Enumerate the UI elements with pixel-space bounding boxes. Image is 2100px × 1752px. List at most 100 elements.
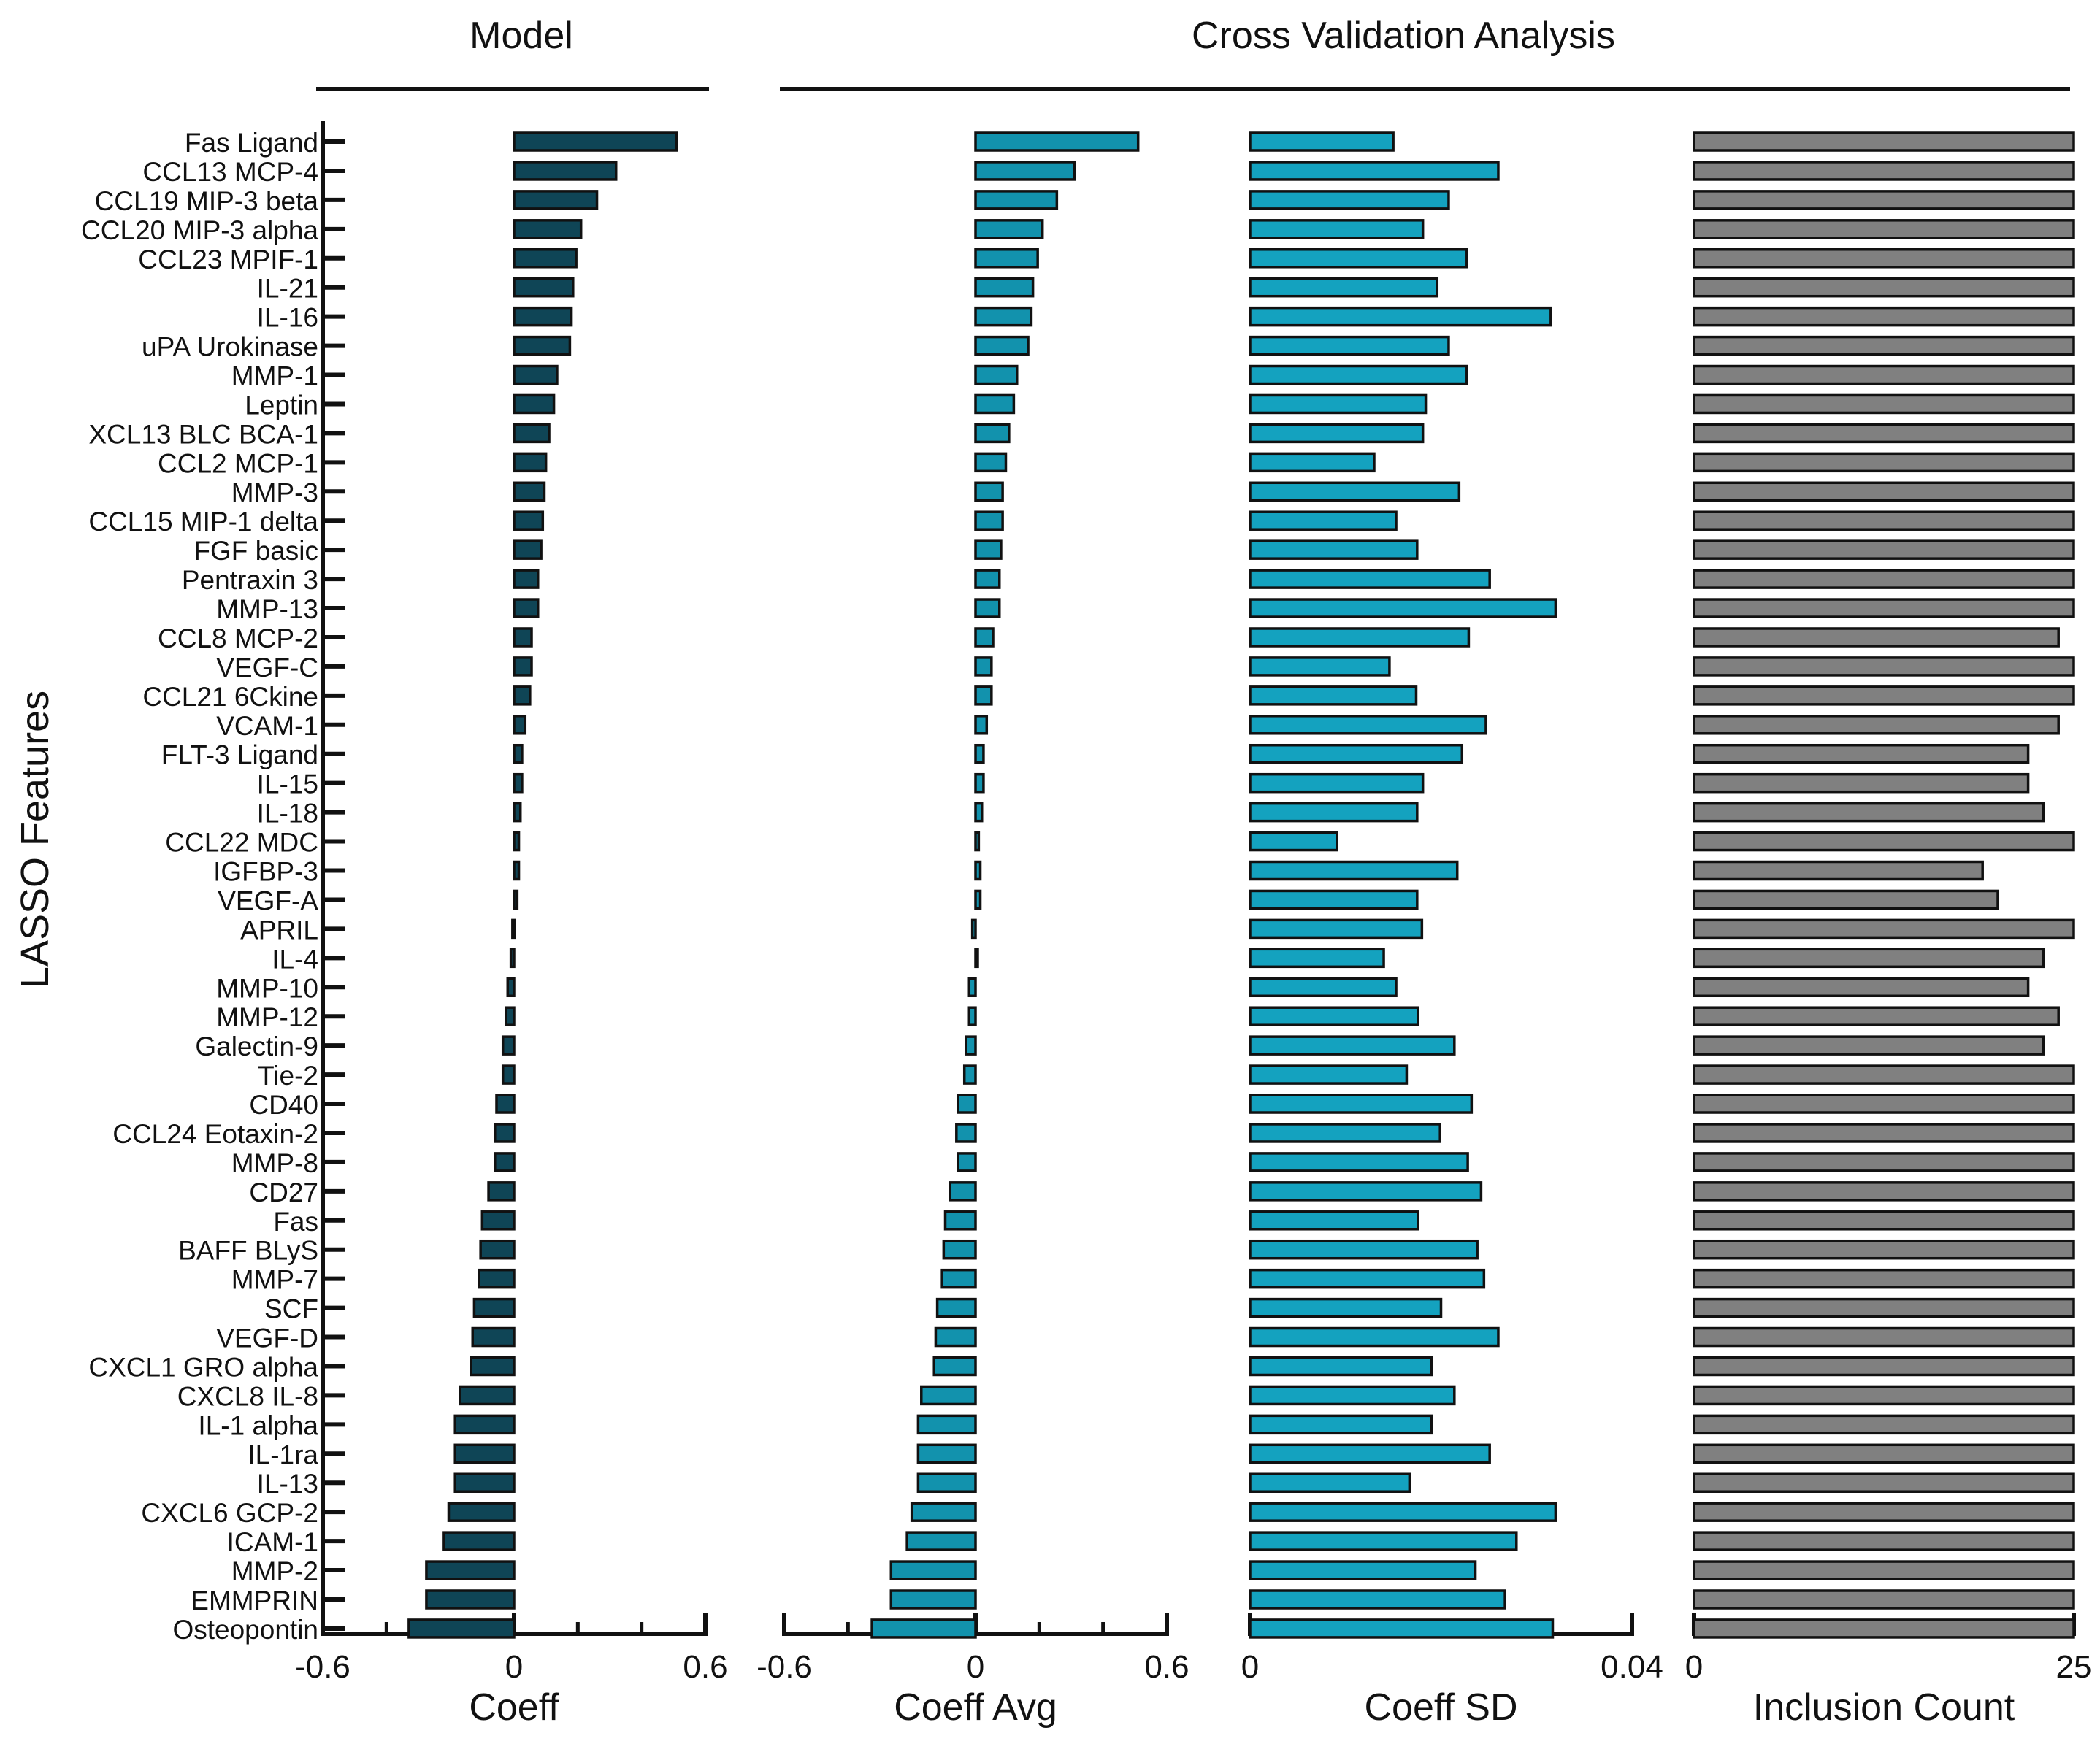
feature-label-vcam-1: VCAM-1 <box>216 711 318 741</box>
cv-coeff-avg-bar-igfbp-3 <box>974 860 982 881</box>
inclusion-count-bar-ccl8-mcp-2 <box>1693 627 2060 648</box>
model-coeff-bar-il-16 <box>513 306 573 327</box>
cv-coeff-avg-bar-fgf-basic <box>974 539 1003 560</box>
feature-label-emmprin: EMMPRIN <box>191 1586 318 1615</box>
cv-coeff-sd-bar-ccl2-mcp-1 <box>1249 452 1376 473</box>
model-coeff-bar-ccl23-mpif-1 <box>513 248 578 269</box>
cv-coeff-avg-bar-flt-3-ligand <box>974 743 985 764</box>
feature-label-fas: Fas <box>273 1207 318 1237</box>
feature-label-ccl22-mdc: CCL22 MDC <box>165 828 318 858</box>
model-coeff-bar-ccl20-mip-3-alpha <box>513 219 583 239</box>
cv-coeff-avg-bar-ccl8-mcp-2 <box>974 627 995 648</box>
inclusion-count-bar-ccl22-mdc <box>1693 831 2075 852</box>
cv-coeff-sd-bar-mmp-13 <box>1249 598 1557 618</box>
inclusion-count-bar-scf <box>1693 1297 2075 1318</box>
model-header: Model <box>470 15 573 57</box>
inclusion-count-bar-il-15 <box>1693 772 2030 794</box>
inclusion-count-bar-mmp-1 <box>1693 364 2075 385</box>
cv-coeff-avg-bar-il-15 <box>974 772 985 794</box>
cv-coeff-sd-bar-mmp-7 <box>1249 1268 1486 1289</box>
inclusion-count-bar-mmp-7 <box>1693 1268 2075 1289</box>
model-coeff-bar-cxcl6-gcp-2 <box>447 1502 516 1522</box>
cv-coeff-avg-bar-il-1ra <box>916 1443 977 1464</box>
inclusion-count-bar-mmp-13 <box>1693 598 2075 618</box>
model-coeff-bar-galectin-9 <box>501 1035 516 1056</box>
inclusion-count-bar-upa-urokinase <box>1693 335 2075 356</box>
cv-coeff-avg-bar-ccl19-mip-3-beta <box>974 190 1059 210</box>
cv-coeff-avg-bar-mmp-13 <box>974 598 1001 618</box>
cv-coeff-sd-tick-label: 0 <box>1241 1649 1259 1685</box>
cv-coeff-avg-bar-ccl24-eotaxin-2 <box>955 1123 977 1143</box>
inclusion-count-tick-label: 25 <box>2056 1649 2092 1685</box>
inclusion-count-bar-leptin <box>1693 393 2075 415</box>
cv-coeff-sd-bar-xcl13-blc-bca-1 <box>1249 423 1425 444</box>
feature-label-galectin-9: Galectin-9 <box>195 1031 318 1061</box>
cv-coeff-sd-bar-mmp-3 <box>1249 481 1461 502</box>
cv-coeff-sd-bar-il-16 <box>1249 306 1552 327</box>
cv-coeff-sd-bar-cd27 <box>1249 1181 1483 1202</box>
cv-coeff-sd-bar-ccl23-mpif-1 <box>1249 248 1468 269</box>
model-coeff-bar-osteopontin <box>407 1618 516 1639</box>
model-coeff-bar-vegf-c <box>513 656 533 677</box>
inclusion-count-bar-fas <box>1693 1210 2075 1231</box>
inclusion-count-bar-ccl2-mcp-1 <box>1693 452 2075 473</box>
feature-label-osteopontin: Osteopontin <box>172 1615 318 1645</box>
model-coeff-bar-mmp-3 <box>513 481 546 502</box>
cv-coeff-sd-bar-cxcl1-gro-alpha <box>1249 1356 1433 1377</box>
feature-label-cxcl8-il-8: CXCL8 IL-8 <box>177 1381 318 1411</box>
feature-label-mmp-12: MMP-12 <box>216 1002 318 1032</box>
model-coeff-bar-tie-2 <box>501 1064 516 1085</box>
cv-coeff-avg-bar-ccl15-mip-1-delta <box>974 510 1004 531</box>
cv-header: Cross Validation Analysis <box>1192 15 1615 57</box>
model-coeff-bar-ccl22-mdc <box>513 831 521 852</box>
feature-label-ccl15-mip-1-delta: CCL15 MIP-1 delta <box>88 507 318 537</box>
feature-label-upa-urokinase: uPA Urokinase <box>142 332 318 362</box>
cv-coeff-sd-bar-il-13 <box>1249 1472 1411 1493</box>
inclusion-count-bar-ccl19-mip-3-beta <box>1693 190 2075 210</box>
cv-coeff-avg-tick-label: 0 <box>967 1649 984 1685</box>
inclusion-count-bar-fas-ligand <box>1693 131 2075 152</box>
model-coeff-bar-il-13 <box>453 1472 516 1493</box>
feature-label-ccl20-mip-3-alpha: CCL20 MIP-3 alpha <box>81 215 318 245</box>
cv-coeff-sd-bar-ccl13-mcp-4 <box>1249 161 1500 181</box>
cv-coeff-sd-bar-osteopontin <box>1249 1618 1555 1639</box>
model-coeff-bar-cd40 <box>495 1094 516 1114</box>
inclusion-count-bar-cxcl6-gcp-2 <box>1693 1502 2075 1522</box>
cv-coeff-sd-bar-leptin <box>1249 393 1428 415</box>
inclusion-count-bar-april <box>1693 918 2075 940</box>
y-axis-label: LASSO Features <box>13 691 57 988</box>
model-coeff-bar-il-18 <box>513 802 522 823</box>
model-coeff-bar-ccl15-mip-1-delta <box>513 510 545 531</box>
inclusion-count-bar-cxcl1-gro-alpha <box>1693 1356 2075 1377</box>
inclusion-count-bar-pentraxin-3 <box>1693 569 2075 589</box>
cv-coeff-avg-bar-ccl2-mcp-1 <box>974 452 1008 473</box>
cv-coeff-sd-bar-icam-1 <box>1249 1531 1518 1551</box>
model-coeff-bar-mmp-12 <box>505 1006 516 1026</box>
inclusion-count-bar-il-1-alpha <box>1693 1414 2075 1435</box>
feature-label-fas-ligand: Fas Ligand <box>185 128 318 158</box>
cv-coeff-sd-bar-tie-2 <box>1249 1064 1409 1085</box>
inclusion-count-bar-vegf-d <box>1693 1326 2075 1348</box>
inclusion-count-bar-mmp-12 <box>1693 1006 2060 1026</box>
cv-coeff-avg-bar-pentraxin-3 <box>974 569 1001 589</box>
cv-coeff-avg-bar-il-18 <box>974 802 984 823</box>
model-coeff-bar-pentraxin-3 <box>513 569 540 589</box>
cv-coeff-avg-bar-fas-ligand <box>974 131 1140 152</box>
feature-label-il-16: IL-16 <box>257 303 318 333</box>
cv-coeff-avg-tick-label: 0.6 <box>1144 1649 1189 1685</box>
cv-coeff-avg-bar-vegf-d <box>934 1326 977 1348</box>
feature-label-ccl24-eotaxin-2: CCL24 Eotaxin-2 <box>112 1119 318 1149</box>
cv-coeff-avg-bar-vegf-c <box>974 656 993 677</box>
feature-label-mmp-10: MMP-10 <box>216 973 318 1003</box>
model-coeff-bar-igfbp-3 <box>513 860 521 881</box>
feature-label-ccl23-mpif-1: CCL23 MPIF-1 <box>138 245 318 274</box>
inclusion-count-bar-flt-3-ligand <box>1693 743 2030 764</box>
cv-coeff-avg-bar-ccl21-6ckine <box>974 685 993 706</box>
model-coeff-bar-ccl24-eotaxin-2 <box>494 1123 516 1143</box>
inclusion-count-bar-ccl13-mcp-4 <box>1693 161 2075 181</box>
cv-coeff-sd-bar-ccl24-eotaxin-2 <box>1249 1123 1441 1143</box>
cv-coeff-sd-bar-ccl15-mip-1-delta <box>1249 510 1398 531</box>
feature-label-mmp-13: MMP-13 <box>216 594 318 624</box>
